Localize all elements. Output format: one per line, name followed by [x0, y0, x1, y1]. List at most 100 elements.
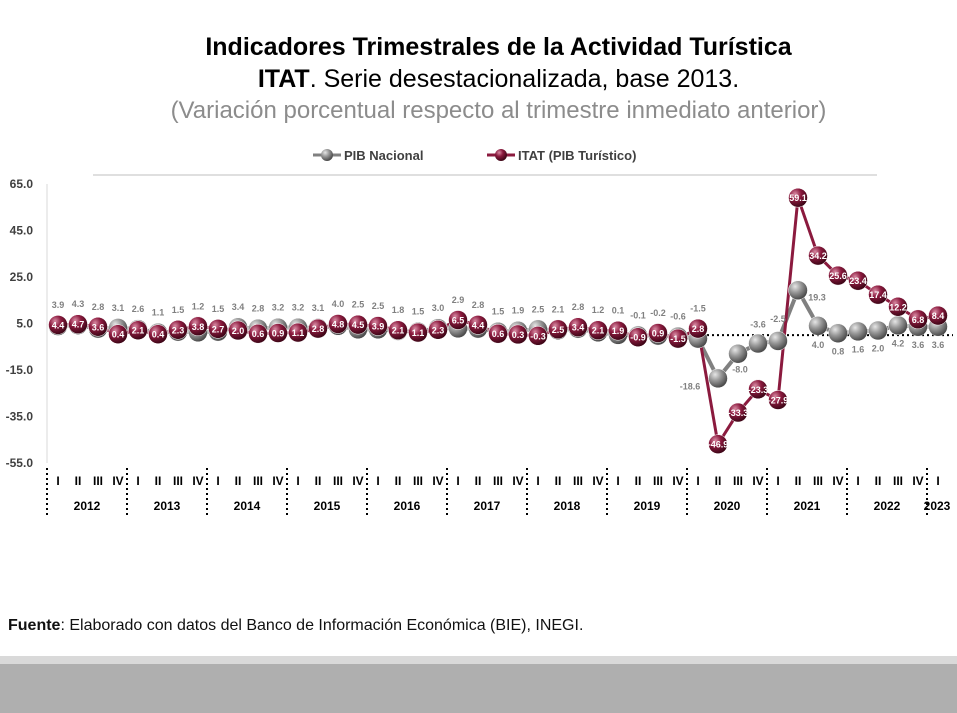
point-itat [68, 314, 88, 334]
pib-data-label: 1.9 [512, 306, 525, 316]
itat-data-label: -23.3 [748, 385, 769, 395]
quarter-label: I [936, 474, 939, 488]
year-label: 2016 [394, 499, 421, 513]
pib-data-label: 4.0 [812, 340, 825, 350]
itat-data-label: 0.6 [492, 329, 505, 339]
itat-data-label: -0.3 [530, 331, 546, 341]
y-tick-label: 25.0 [10, 270, 34, 284]
point-itat [368, 316, 388, 336]
itat-data-label: 1.1 [292, 328, 305, 338]
pib-data-label: 3.2 [272, 303, 285, 313]
itat-data-label: 4.4 [52, 320, 65, 330]
quarter-label: III [813, 474, 823, 488]
point-itat [288, 322, 308, 343]
itat-data-label: -46.9 [708, 440, 729, 450]
point-itat [488, 323, 508, 344]
quarter-label: II [235, 474, 242, 488]
year-label: 2017 [474, 499, 501, 513]
pib-data-label: 1.6 [852, 344, 865, 354]
chart-subtitle: ITAT. Serie desestacionalizada, base 201… [0, 65, 957, 94]
point-itat [648, 323, 668, 343]
pib-data-label: -0.2 [650, 308, 666, 318]
quarter-label: III [253, 474, 263, 488]
pib-data-label: 4.3 [72, 299, 85, 309]
subtitle-bold: ITAT [257, 65, 310, 93]
point-pib [828, 323, 848, 344]
itat-data-label: 6.5 [452, 316, 465, 326]
quarter-label: III [653, 474, 663, 488]
quarter-label: IV [112, 474, 123, 488]
itat-data-label: 3.4 [572, 323, 585, 333]
pib-data-label: 4.0 [332, 299, 345, 309]
pib-data-label: 3.2 [292, 303, 305, 313]
quarter-label: I [456, 474, 459, 488]
pib-data-label: 2.8 [572, 302, 585, 312]
point-itat [828, 265, 848, 286]
point-itat [388, 320, 408, 340]
year-label: 2023 [924, 499, 951, 513]
quarter-label: I [376, 474, 379, 488]
point-pib [708, 368, 728, 389]
point-itat [608, 320, 628, 341]
pib-data-label: 3.9 [52, 300, 65, 310]
quarter-label: II [795, 474, 802, 488]
pib-data-label: 1.1 [152, 308, 165, 318]
source-note: Fuente: Elaborado con datos del Banco de… [8, 617, 583, 635]
pib-data-label: -2.5 [770, 314, 786, 324]
itat-data-label: 4.7 [72, 320, 85, 330]
pib-data-label: 19.3 [808, 292, 826, 302]
pib-data-label: 2.1 [552, 304, 565, 314]
pib-data-label: 2.9 [452, 295, 465, 305]
itat-data-label: 23.4 [849, 276, 867, 286]
pib-data-label: 2.5 [372, 301, 385, 311]
point-itat [428, 320, 448, 340]
pib-data-label: 3.6 [912, 340, 925, 350]
point-itat [588, 320, 608, 340]
quarter-label: III [93, 474, 103, 488]
pib-data-label: 2.8 [252, 304, 265, 314]
quarter-label: I [696, 474, 699, 488]
quarter-label: IV [752, 474, 763, 488]
point-itat [108, 324, 128, 344]
point-itat [128, 320, 148, 340]
itat-data-label: 2.3 [172, 325, 185, 335]
itat-data-label: 3.6 [92, 322, 105, 332]
point-itat [688, 318, 708, 339]
legend-pib-label: PIB Nacional [344, 148, 423, 163]
point-pib [748, 333, 768, 354]
pib-data-label: -3.6 [750, 319, 766, 329]
pib-data-label: 2.8 [92, 302, 105, 312]
point-itat [728, 402, 748, 423]
pib-data-label: 1.5 [212, 304, 225, 314]
point-itat [768, 390, 788, 410]
quarter-label: II [155, 474, 162, 488]
point-itat [868, 284, 888, 305]
point-itat [228, 320, 248, 341]
year-label: 2013 [154, 499, 181, 513]
quarter-label: II [475, 474, 482, 488]
year-label: 2015 [314, 499, 341, 513]
point-itat [88, 317, 108, 337]
pib-data-label: 1.5 [412, 307, 425, 317]
y-tick-label: 65.0 [10, 177, 34, 191]
itat-data-label: -1.5 [670, 334, 686, 344]
point-pib [808, 316, 828, 336]
quarter-label: I [136, 474, 139, 488]
year-label: 2014 [234, 499, 261, 513]
point-itat [888, 297, 908, 317]
itat-data-label: -0.9 [630, 333, 646, 343]
quarter-label: III [173, 474, 183, 488]
point-itat [348, 314, 368, 335]
quarter-label: IV [272, 474, 283, 488]
pib-data-label: 2.6 [132, 304, 145, 314]
pib-data-label: 3.0 [432, 303, 445, 313]
point-itat [848, 270, 868, 291]
point-itat [788, 187, 808, 208]
quarter-label: I [296, 474, 299, 488]
pib-data-label: 0.8 [832, 346, 845, 356]
point-itat [508, 324, 528, 345]
itat-data-label: 25.6 [829, 271, 847, 281]
pib-data-label: 3.1 [312, 303, 325, 313]
quarter-label: IV [192, 474, 203, 488]
quarter-label: I [856, 474, 859, 488]
